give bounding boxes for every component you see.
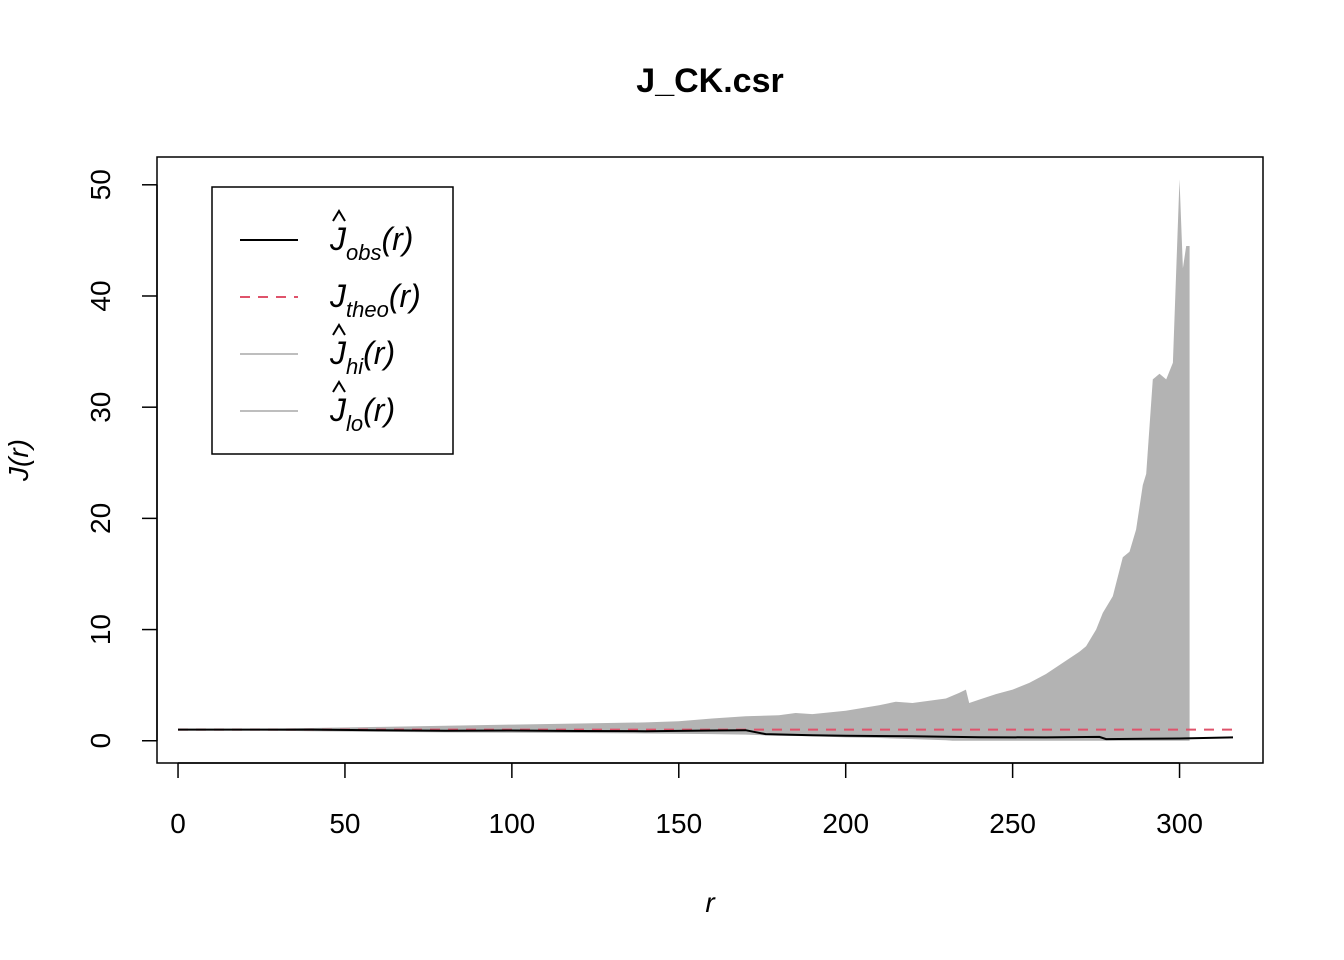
legend-items: Jobs(r) Jtheo(r) Jhi(r) Jlo(r) [240,209,421,436]
legend-label-theo: Jtheo(r) [329,278,421,322]
x-tick-label: 200 [822,808,869,839]
y-axis: 0 10 20 30 40 50 [85,169,158,749]
legend-hat-hi [332,323,346,336]
envelope-layer [178,179,1190,741]
legend-box [211,186,454,455]
envelope-band [178,179,1190,741]
y-tick-label: 20 [85,503,116,534]
lines-layer [178,728,1234,741]
x-axis-label: r [705,887,716,918]
y-tick-label: 0 [85,733,116,749]
legend-label-obs: Jobs(r) [329,221,413,265]
x-tick-label: 100 [489,808,536,839]
x-tick-label: 300 [1156,808,1203,839]
y-axis-label: J(r) [3,439,34,482]
legend-hat-obs [332,209,346,222]
x-tick-label: 50 [329,808,360,839]
y-tick-label: 40 [85,280,116,311]
y-tick-label: 10 [85,614,116,645]
legend: Jobs(r) Jtheo(r) Jhi(r) Jlo(r) [211,186,454,455]
legend-hat-lo [332,380,346,393]
x-tick-label: 150 [655,808,702,839]
legend-label-lo: Jlo(r) [329,392,395,436]
x-tick-label: 250 [989,808,1036,839]
series-obs-line [178,728,1234,741]
y-tick-label: 50 [85,169,116,200]
y-tick-label: 30 [85,392,116,423]
chart-title: J_CK.csr [636,62,783,100]
x-tick-label: 0 [170,808,186,839]
x-axis: 0 50 100 150 200 250 300 [170,762,1203,839]
legend-label-hi: Jhi(r) [329,335,395,379]
